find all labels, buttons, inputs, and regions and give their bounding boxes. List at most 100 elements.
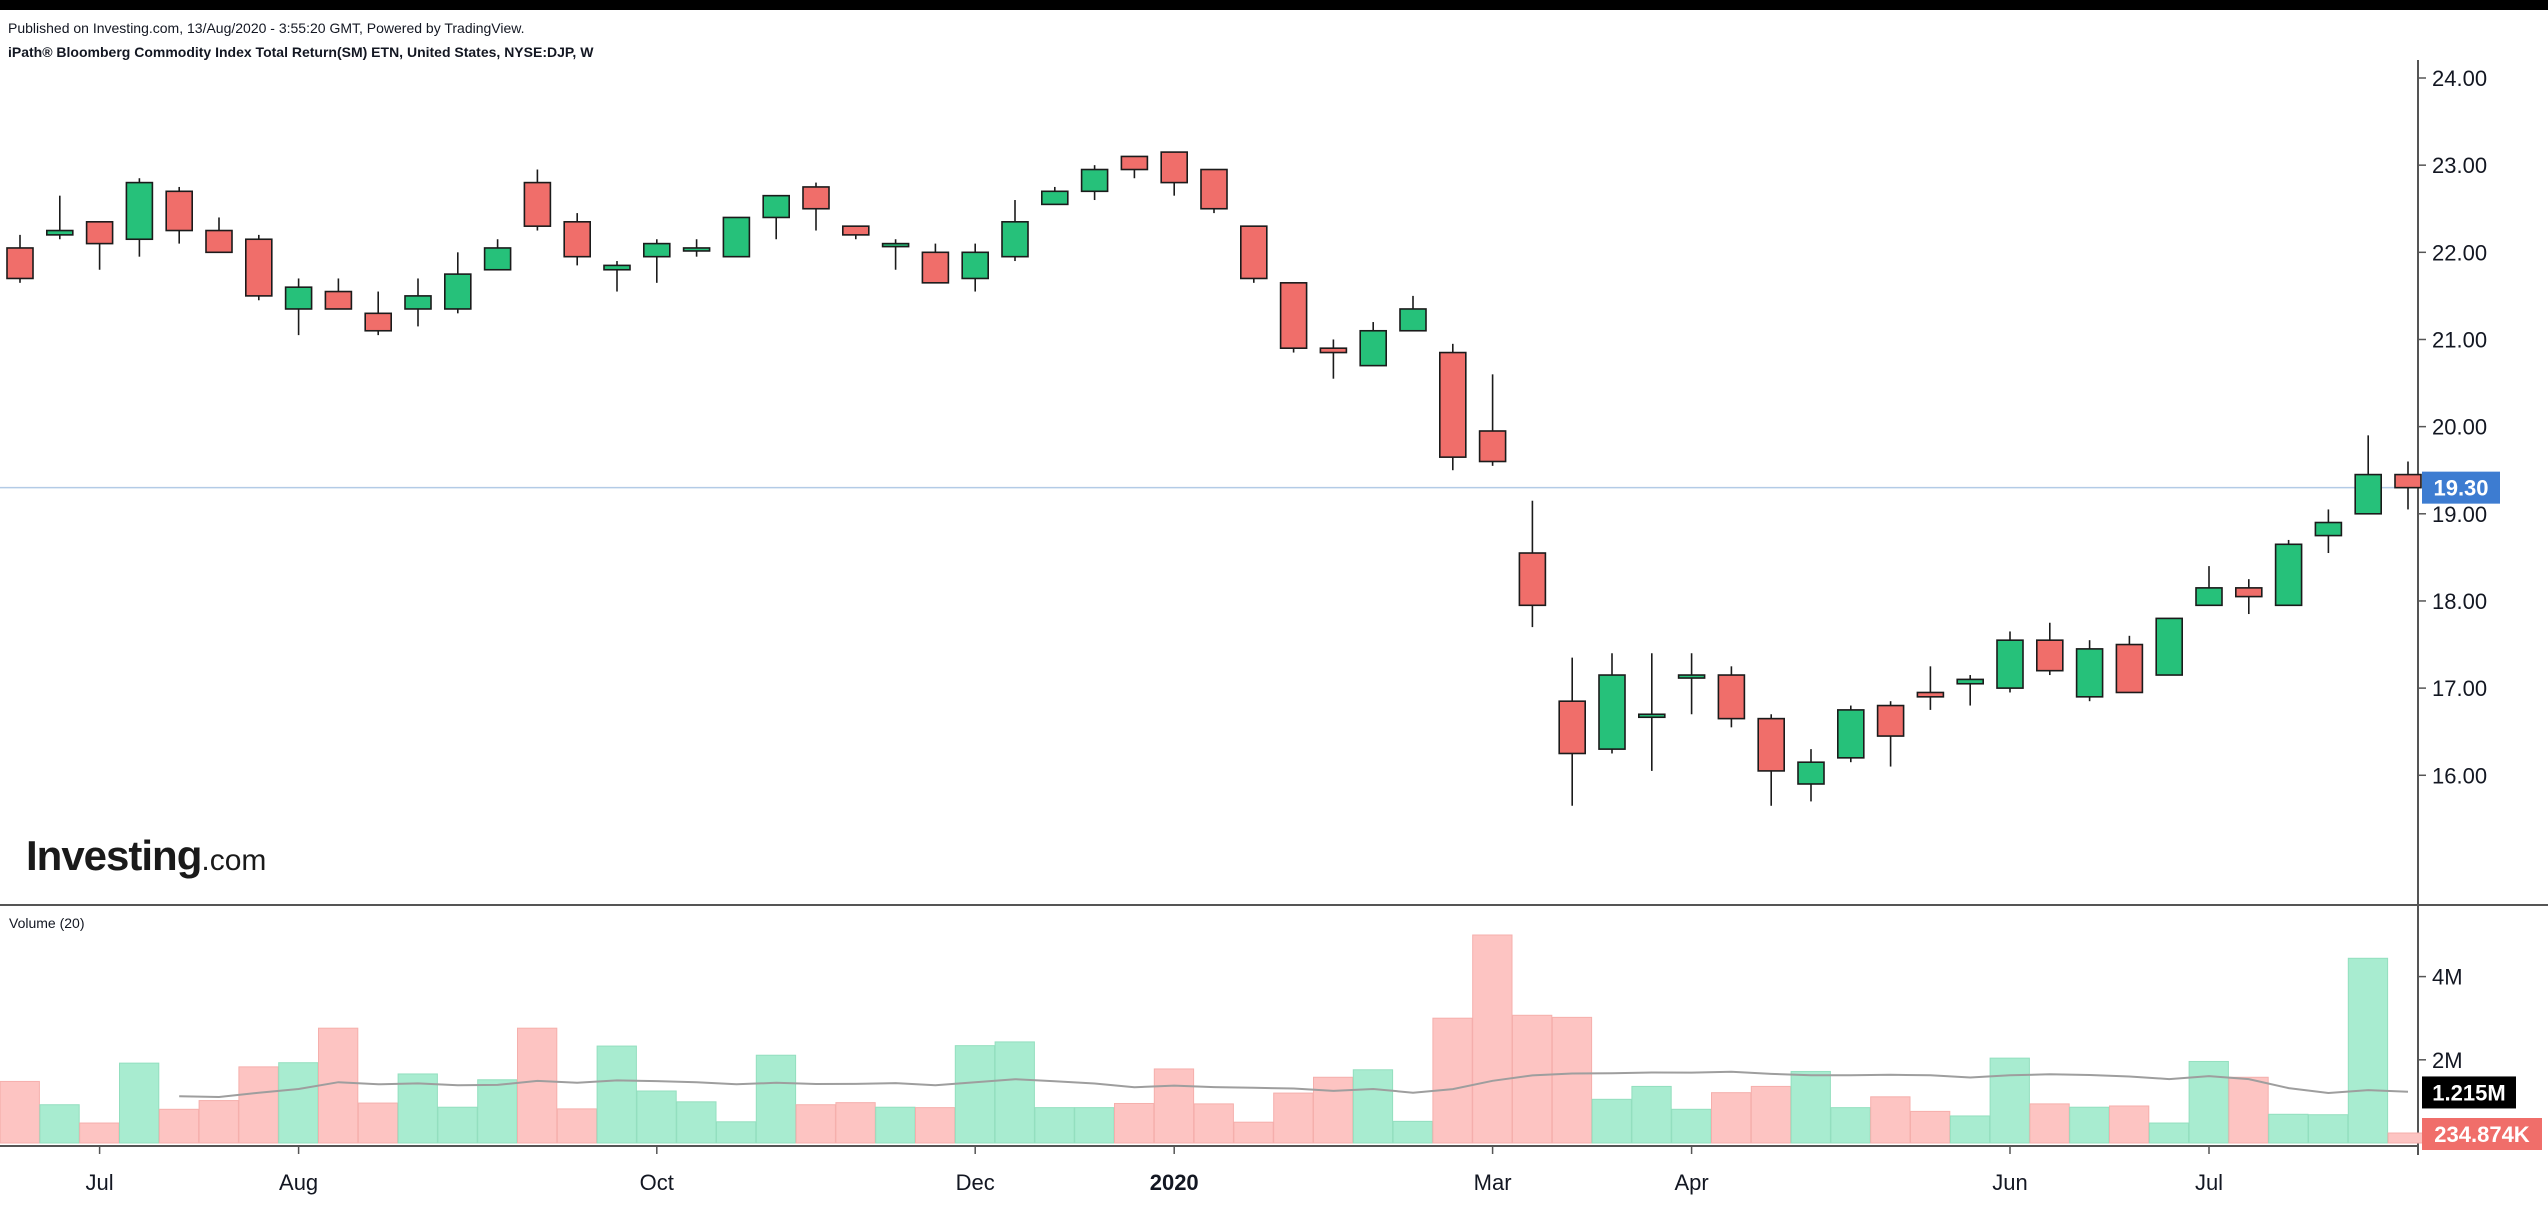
price-tick-label: 22.00 <box>2432 240 2487 265</box>
volume-bar <box>1870 1096 1911 1144</box>
candle <box>1478 430 1507 463</box>
volume-bar <box>875 1106 916 1144</box>
volume-bar <box>1711 1092 1752 1144</box>
candle <box>2274 543 2303 607</box>
volume-bar <box>1114 1102 1155 1144</box>
candle <box>2394 473 2422 489</box>
candle <box>1956 678 1984 685</box>
candle <box>1876 704 1905 737</box>
volume-bar <box>2228 1076 2269 1144</box>
candle <box>2354 473 2382 515</box>
volume-bar <box>198 1100 239 1144</box>
volume-bar <box>1273 1092 1314 1144</box>
volume-tick-label: 2M <box>2432 1048 2463 1073</box>
volume-bar <box>1233 1121 1274 1144</box>
volume-bar <box>1512 1014 1553 1144</box>
candle <box>802 186 830 210</box>
candle <box>165 190 193 232</box>
volume-bar <box>2029 1103 2070 1144</box>
price-tick-label: 20.00 <box>2432 415 2487 440</box>
candle <box>1080 168 1109 193</box>
volume-bar <box>1074 1107 1115 1144</box>
candle <box>2195 587 2223 607</box>
last-volume-tag-label: 234.874K <box>2434 1122 2530 1147</box>
candle <box>2314 521 2343 537</box>
last-volume-tag <box>2422 1118 2542 1150</box>
candle <box>1797 761 1825 785</box>
candle <box>2235 587 2263 598</box>
last-price-tag-label: 19.30 <box>2433 476 2488 501</box>
candle <box>284 286 313 310</box>
volume-bar <box>2347 957 2389 1144</box>
volume-bar <box>1352 1069 1394 1144</box>
price-tick-label: 17.00 <box>2432 676 2487 701</box>
candle <box>1916 691 1945 698</box>
volume-bar <box>556 1108 598 1144</box>
volume-bar <box>716 1121 757 1144</box>
volume-bar <box>596 1045 637 1144</box>
candle <box>205 229 233 254</box>
volume-bar <box>2188 1060 2229 1144</box>
volume-bar <box>2148 1122 2190 1144</box>
x-tick-label: Mar <box>1474 1170 1512 1195</box>
instrument-title: iPath® Bloomberg Commodity Index Total R… <box>8 44 594 60</box>
volume-bar <box>2387 1132 2428 1144</box>
candle <box>1041 190 1069 206</box>
x-tick-label: Oct <box>640 1170 674 1195</box>
volume-bar <box>318 1027 359 1144</box>
candle <box>2075 648 2104 698</box>
price-tick-label: 23.00 <box>2432 153 2487 178</box>
volume-bar <box>1591 1098 1632 1144</box>
volume-ma-tag <box>2422 1076 2516 1109</box>
candle <box>443 273 472 310</box>
volume-bar <box>119 1062 160 1144</box>
volume-bar <box>0 1080 40 1144</box>
candle <box>2036 639 2064 672</box>
volume-bar <box>79 1122 120 1144</box>
volume-bar <box>835 1102 876 1144</box>
x-tick-label: Jun <box>1992 1170 2027 1195</box>
volume-bar <box>1392 1120 1433 1144</box>
candle <box>364 312 393 332</box>
x-tick-label: Dec <box>956 1170 995 1195</box>
candle <box>1319 347 1348 354</box>
candle <box>841 225 870 236</box>
candle <box>1279 282 1308 349</box>
candle <box>1359 329 1387 367</box>
volume-bar <box>1910 1110 1951 1144</box>
volume-ma-line <box>179 1070 2409 1099</box>
candle <box>1160 151 1188 184</box>
volume-bar <box>2069 1106 2110 1144</box>
candle <box>85 221 114 245</box>
volume-bar <box>397 1073 438 1144</box>
price-tick-label: 18.00 <box>2432 589 2487 614</box>
volume-bar <box>238 1066 279 1144</box>
x-tick-label: Aug <box>279 1170 318 1195</box>
volume-bar <box>915 1107 956 1144</box>
price-tick-label: 19.00 <box>2432 502 2487 527</box>
volume-bar <box>1989 1057 2030 1144</box>
candle <box>961 251 990 280</box>
volume-bar <box>1631 1085 1672 1144</box>
volume-bar <box>278 1062 319 1144</box>
volume-bar <box>755 1054 797 1144</box>
volume-bar <box>357 1102 399 1144</box>
top-border <box>0 0 2548 10</box>
volume-bar <box>2308 1114 2349 1144</box>
candle <box>1598 674 1626 750</box>
candle <box>1001 221 1029 258</box>
price-tick-label: 24.00 <box>2432 66 2487 91</box>
candle <box>722 216 751 258</box>
x-tick-label: 2020 <box>1150 1170 1199 1195</box>
volume-bar <box>954 1045 996 1144</box>
candle <box>2155 617 2183 676</box>
volume-bar <box>1830 1107 1871 1144</box>
candle <box>404 295 432 310</box>
volume-bar <box>994 1041 1035 1144</box>
volume-bar <box>1313 1076 1354 1144</box>
volume-bar <box>2109 1105 2150 1144</box>
candle <box>1439 351 1467 458</box>
candle <box>45 229 74 236</box>
volume-bar <box>1034 1107 1075 1144</box>
